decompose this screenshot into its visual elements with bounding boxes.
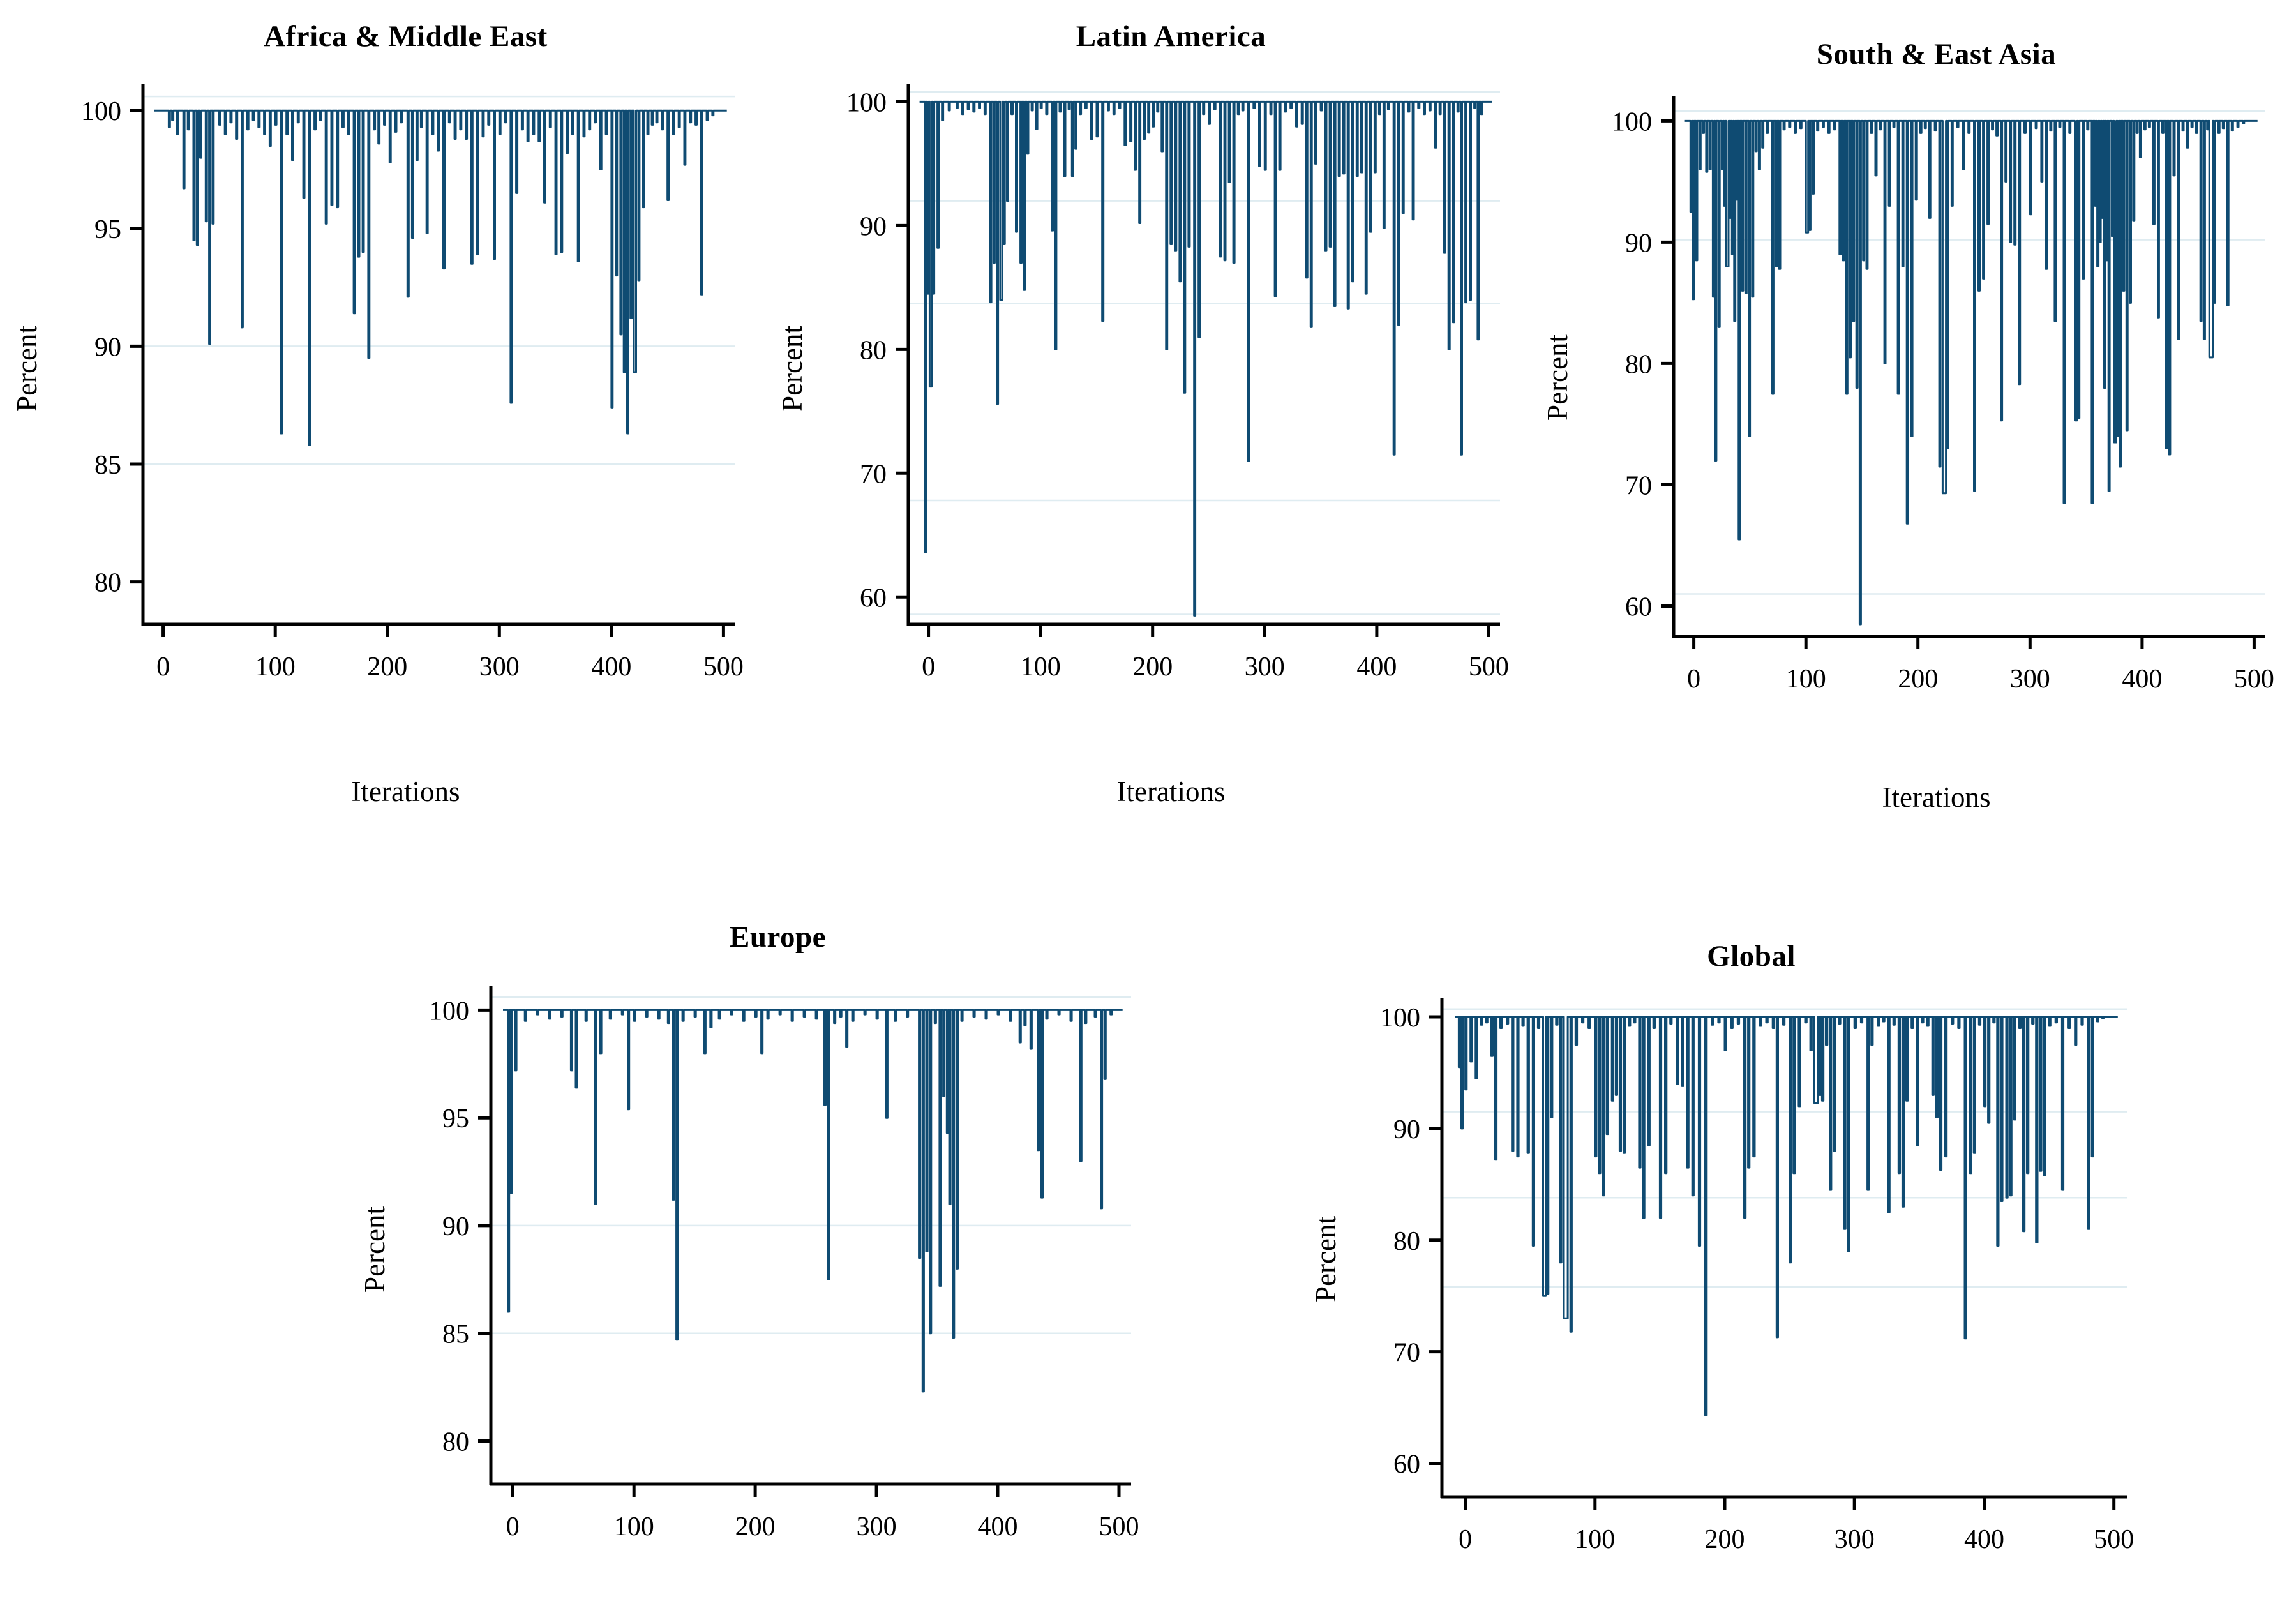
svg-text:300: 300 — [479, 652, 520, 682]
chart-panel-south-east-asia: South & East Asia Percent 60 70 80 90 100 0 10… — [1531, 9, 2296, 814]
svg-text:100: 100 — [1021, 652, 1061, 682]
svg-text:500: 500 — [1469, 652, 1509, 682]
y-axis-label: Percent — [776, 326, 808, 412]
svg-text:100: 100 — [1612, 107, 1652, 137]
svg-text:0: 0 — [506, 1512, 520, 1542]
svg-text:60: 60 — [1393, 1450, 1420, 1480]
svg-text:100: 100 — [846, 89, 887, 118]
svg-text:200: 200 — [735, 1512, 776, 1542]
svg-text:85: 85 — [442, 1320, 469, 1349]
y-axis-label: Percent — [359, 1206, 391, 1293]
line-chart-svg: 60 70 80 90 100 0 100 200 300 400 500 — [846, 84, 1509, 682]
svg-text:300: 300 — [1245, 652, 1285, 682]
svg-text:60: 60 — [1625, 593, 1652, 622]
svg-text:200: 200 — [1898, 665, 1938, 694]
chart-title: Latin America — [1076, 20, 1266, 53]
svg-text:200: 200 — [1132, 652, 1173, 682]
svg-text:0: 0 — [1459, 1525, 1472, 1554]
svg-text:70: 70 — [1625, 472, 1652, 501]
svg-text:400: 400 — [978, 1512, 1018, 1542]
chart-panel-europe: Europe Percent 80 85 90 95 100 0 100 200 300 400 5… — [348, 910, 1162, 1622]
svg-text:95: 95 — [442, 1104, 469, 1134]
svg-text:500: 500 — [2234, 665, 2274, 694]
svg-text:90: 90 — [1393, 1115, 1420, 1145]
svg-text:300: 300 — [2010, 665, 2050, 694]
svg-text:100: 100 — [1380, 1003, 1420, 1033]
chart-panel-latin-america: Latin America Percent 60 70 80 90 100 0 100 200… — [765, 9, 1531, 814]
x-axis-label: Iterations — [1116, 775, 1226, 807]
svg-text:60: 60 — [860, 584, 887, 613]
bottom-chart-row: Europe Percent 80 85 90 95 100 0 100 200 300 400 5… — [0, 910, 2296, 1622]
svg-text:90: 90 — [860, 213, 887, 242]
svg-text:70: 70 — [1393, 1339, 1420, 1368]
svg-text:300: 300 — [1835, 1525, 1875, 1554]
line-chart-svg: 80 85 90 95 100 0 100 200 300 400 500 — [429, 986, 1139, 1542]
svg-text:100: 100 — [429, 996, 469, 1026]
svg-text:80: 80 — [860, 336, 887, 366]
chart-title: South & East Asia — [1816, 38, 2057, 71]
svg-text:80: 80 — [1625, 350, 1652, 379]
svg-text:100: 100 — [1786, 665, 1826, 694]
svg-text:70: 70 — [860, 460, 887, 490]
svg-text:80: 80 — [1393, 1227, 1420, 1256]
svg-text:400: 400 — [1964, 1525, 2004, 1554]
svg-text:200: 200 — [367, 652, 407, 682]
chart-title: Global — [1707, 940, 1796, 973]
line-chart-svg: 60 70 80 90 100 0 100 200 300 400 500 — [1612, 96, 2274, 694]
svg-text:100: 100 — [1575, 1525, 1615, 1554]
svg-text:90: 90 — [442, 1212, 469, 1242]
x-axis-label: Iterations — [351, 775, 460, 807]
svg-text:0: 0 — [922, 652, 935, 682]
svg-text:400: 400 — [591, 652, 631, 682]
line-chart-svg: 80 85 90 95 100 0 100 200 300 400 500 — [81, 84, 744, 682]
svg-text:100: 100 — [614, 1512, 654, 1542]
svg-text:200: 200 — [1705, 1525, 1745, 1554]
chart-title: Europe — [730, 920, 826, 954]
chart-title: Africa & Middle East — [264, 20, 548, 53]
line-chart-svg: 60 70 80 90 100 0 100 200 300 400 500 — [1380, 998, 2134, 1554]
chart-panel-global: Global Percent 60 70 80 90 100 0 100 200 300 400 5… — [1299, 910, 2157, 1622]
svg-text:90: 90 — [94, 333, 121, 363]
y-axis-label: Percent — [1542, 334, 1573, 421]
svg-text:100: 100 — [255, 652, 296, 682]
svg-text:0: 0 — [156, 652, 170, 682]
svg-text:500: 500 — [703, 652, 744, 682]
chart-panel-africa-middle-east: Africa & Middle East Percent 80 85 90 95 100… — [0, 9, 765, 814]
svg-text:300: 300 — [857, 1512, 897, 1542]
x-axis-label: Iterations — [1882, 781, 1991, 813]
svg-text:90: 90 — [1625, 229, 1652, 258]
svg-text:95: 95 — [94, 215, 121, 244]
svg-text:0: 0 — [1687, 665, 1700, 694]
svg-text:500: 500 — [1099, 1512, 1139, 1542]
top-chart-row: Africa & Middle East Percent 80 85 90 95 100… — [0, 9, 2296, 814]
svg-text:500: 500 — [2094, 1525, 2134, 1554]
svg-text:400: 400 — [2122, 665, 2162, 694]
svg-text:100: 100 — [81, 98, 121, 127]
y-axis-label: Percent — [1310, 1215, 1342, 1302]
y-axis-label: Percent — [11, 326, 43, 412]
svg-text:400: 400 — [1356, 652, 1397, 682]
svg-text:85: 85 — [94, 451, 121, 480]
svg-text:80: 80 — [442, 1428, 469, 1457]
svg-text:80: 80 — [94, 569, 121, 598]
